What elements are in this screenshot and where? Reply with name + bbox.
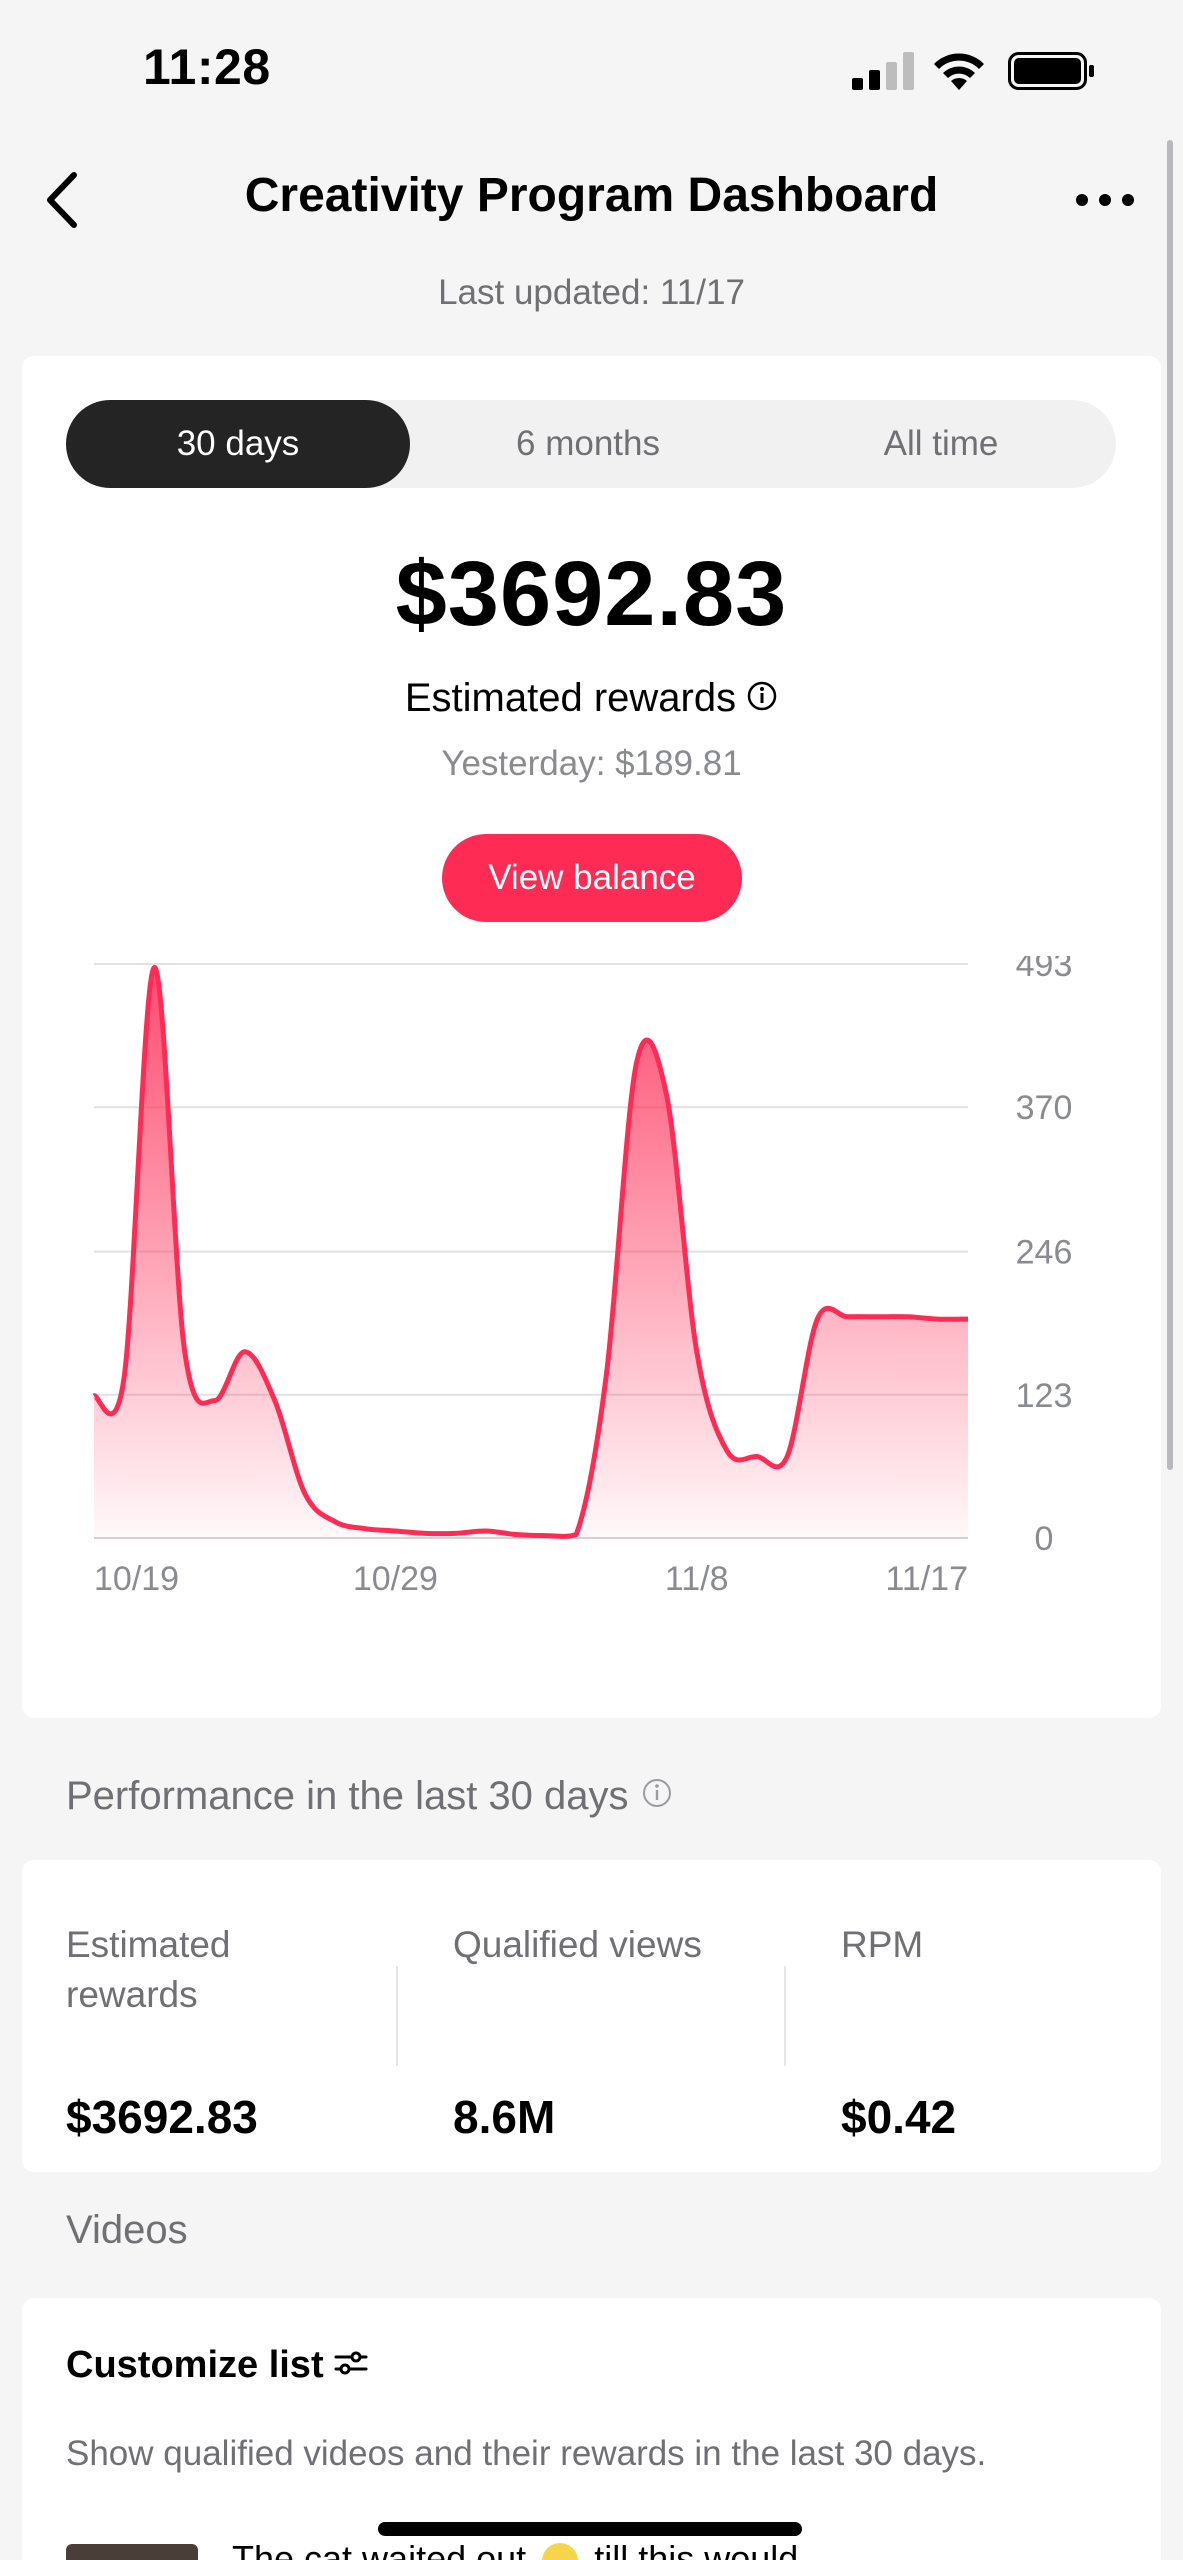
stat-divider — [396, 1966, 398, 2066]
rewards-chart-svg: 0 123 246 370 493 10/19 10/29 11/8 11/17 — [91, 956, 1073, 1598]
rewards-chart: 0 123 246 370 493 10/19 10/29 11/8 11/17 — [22, 956, 1161, 1636]
x-tick-label: 10/29 — [353, 1560, 438, 1598]
tab-30-days[interactable]: 30 days — [66, 400, 410, 488]
yesterday-rewards: Yesterday: $189.81 — [441, 744, 742, 783]
home-indicator[interactable] — [378, 2522, 802, 2536]
video-title-text: The cat waited out — [232, 2538, 527, 2560]
battery-icon — [1008, 52, 1094, 90]
x-tick-label: 11/8 — [665, 1560, 729, 1598]
tab-all-time[interactable]: All time — [883, 424, 999, 463]
time-range-tabs: 30 days 6 months All time — [66, 400, 1116, 488]
last-updated-text: Last updated: 11/17 — [438, 273, 745, 312]
videos-card: Customize list Show qualified videos and… — [22, 2298, 1161, 2560]
x-tick-label: 11/17 — [885, 1560, 968, 1598]
rewards-card: 30 days 6 months All time $3692.83 Estim… — [22, 356, 1161, 1718]
stat-value: $0.42 — [841, 2091, 957, 2143]
estimated-rewards-row: Estimated rewards — [22, 676, 1161, 721]
stat-rpm: RPM $0.42 — [841, 1920, 1171, 2143]
y-tick-label: 370 — [1016, 1089, 1073, 1127]
y-tick-label: 123 — [1016, 1377, 1073, 1415]
performance-title-text: Performance in the last 30 days — [66, 1774, 629, 1818]
performance-info-icon[interactable] — [641, 1777, 673, 1809]
stat-value: $3692.83 — [66, 2091, 258, 2143]
status-time: 11:28 — [143, 39, 271, 95]
stat-estimated-rewards: Estimated rewards $3692.83 — [66, 1920, 396, 2143]
cellular-signal-icon — [852, 52, 914, 90]
customize-list-button[interactable]: Customize list — [66, 2344, 368, 2387]
nav-bar: Creativity Program Dashboard — [0, 140, 1183, 260]
videos-description: Show qualified videos and their rewards … — [66, 2434, 987, 2473]
back-arrow-icon[interactable] — [40, 165, 84, 235]
x-tick-label: 10/19 — [94, 1560, 179, 1598]
emoji-icon — [542, 2543, 579, 2560]
y-tick-label: 493 — [1016, 956, 1073, 984]
filter-sliders-icon — [334, 2351, 368, 2375]
stat-label: RPM — [841, 1924, 924, 1965]
chart-area — [94, 967, 968, 1538]
performance-card: Estimated rewards $3692.83 Qualified vie… — [22, 1860, 1161, 2172]
page-title: Creativity Program Dashboard — [244, 169, 939, 222]
video-title[interactable]: The cat waited out till this would — [232, 2538, 798, 2560]
estimated-rewards-label: Estimated rewards — [404, 676, 737, 720]
stat-label: Estimated rewards — [66, 1924, 231, 2015]
customize-list-label: Customize list — [66, 2344, 324, 2386]
scrollbar[interactable] — [1167, 140, 1173, 1470]
wifi-icon — [934, 53, 984, 90]
more-options-icon[interactable] — [1074, 180, 1136, 220]
info-icon[interactable] — [746, 680, 778, 712]
stat-divider — [784, 1966, 786, 2066]
status-bar: 11:28 — [0, 0, 1183, 140]
video-thumbnail[interactable] — [66, 2544, 198, 2560]
performance-section-title: Performance in the last 30 days — [66, 1774, 673, 1819]
stat-value: 8.6M — [453, 2091, 556, 2143]
stat-qualified-views: Qualified views 8.6M — [453, 1920, 783, 2143]
videos-section-title: Videos — [66, 2208, 188, 2252]
stat-label: Qualified views — [453, 1924, 702, 1965]
total-rewards-amount: $3692.83 — [395, 543, 788, 645]
chart-series-line — [91, 964, 969, 1539]
y-tick-label: 246 — [1016, 1234, 1073, 1272]
view-balance-button[interactable]: View balance — [442, 834, 742, 922]
video-title-suffix: till this would — [594, 2538, 799, 2560]
y-tick-label: 0 — [1035, 1520, 1054, 1558]
tab-6-months[interactable]: 6 months — [516, 424, 660, 463]
